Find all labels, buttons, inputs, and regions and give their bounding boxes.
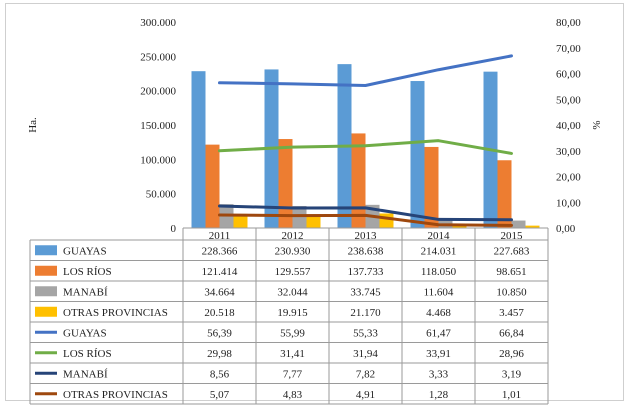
legend-label-manab-: MANABÍ: [63, 286, 108, 298]
bar-los-r-os: [497, 160, 512, 228]
y-right-tick-label: 0,00: [556, 223, 576, 235]
table-cell-value: 11.604: [424, 286, 454, 298]
bar-los-r-os: [351, 133, 366, 228]
bar-otras-provincias: [525, 225, 540, 228]
y-right-tick-label: 10,00: [556, 197, 581, 209]
table-cell-value: 1,28: [429, 389, 449, 401]
legend-label-los-r-os: LOS RÍOS: [63, 266, 112, 278]
y-left-tick-label: 300.000: [140, 17, 176, 29]
bar-guayas: [191, 71, 206, 228]
y-left-tick-label: 250.000: [140, 51, 176, 63]
table-cell-value: 121.414: [202, 266, 238, 278]
table-cell-value: 10.850: [496, 286, 527, 298]
y-left-tick-label: 100.000: [140, 154, 176, 166]
table-cell-value: 3,33: [429, 368, 449, 380]
legend-label-guayas: GUAYAS: [63, 327, 107, 339]
table-cell-value: 31,41: [280, 348, 305, 360]
y-right-axis-title: %: [591, 120, 603, 129]
bar-los-r-os: [278, 139, 293, 228]
y-right-tick-label: 80,00: [556, 17, 581, 29]
table-cell-value: 34.664: [204, 286, 235, 298]
legend-label-otras-provincias: OTRAS PROVINCIAS: [63, 307, 168, 319]
line-guayas: [218, 54, 513, 88]
bar-otras-provincias: [233, 213, 248, 228]
table-cell-value: 33,91: [426, 348, 451, 360]
table-cell-value: 55,33: [353, 327, 378, 339]
y-right-tick-label: 40,00: [556, 120, 581, 132]
table-cell-value: 4,83: [283, 389, 303, 401]
y-left-axis-title: Ha.: [27, 117, 39, 133]
x-category-label: 2012: [282, 230, 304, 242]
table-cell-value: 28,96: [499, 348, 524, 360]
legend-label-guayas: GUAYAS: [63, 245, 107, 257]
table-cell-value: 214.031: [421, 245, 457, 257]
table-cell-value: 31,94: [353, 348, 378, 360]
y-left-tick-label: 0: [171, 223, 177, 235]
y-right-tick-label: 30,00: [556, 146, 581, 158]
table-cell-value: 55,99: [280, 327, 305, 339]
table-cell-value: 238.638: [348, 245, 384, 257]
bar-los-r-os: [424, 146, 439, 228]
lines-group: [218, 54, 513, 227]
table-cell-value: 66,84: [499, 327, 524, 339]
table-cell-value: 21.170: [350, 307, 381, 319]
y-right-tick-label: 70,00: [556, 43, 581, 55]
legend-label-otras-provincias: OTRAS PROVINCIAS: [63, 389, 168, 401]
table-cell-value: 227.683: [494, 245, 530, 257]
table-cell-value: 98.651: [496, 266, 526, 278]
table-cell-value: 5,07: [210, 389, 230, 401]
bar-otras-provincias: [379, 213, 394, 228]
legend-swatch-bar-manab-: [35, 286, 57, 297]
y-right-tick-label: 20,00: [556, 172, 581, 184]
table-cell-value: 33.745: [350, 286, 381, 298]
y-left-tick-label: 150.000: [140, 120, 176, 132]
line-manab-: [218, 204, 513, 222]
table-cell-value: 3,19: [502, 368, 522, 380]
table-cell-value: 4,91: [356, 389, 375, 401]
bar-los-r-os: [205, 144, 220, 228]
legend-label-manab-: MANABÍ: [63, 368, 108, 380]
table-cell-value: 19.915: [277, 307, 308, 319]
table-cell-value: 29,98: [207, 348, 232, 360]
line-los-r-os: [218, 139, 513, 155]
table-cell-value: 4.468: [426, 307, 451, 319]
legend-swatch-bar-guayas: [35, 245, 57, 256]
chart-frame: [5, 3, 624, 401]
legend-swatch-bar-otras-provincias: [35, 306, 57, 317]
table-cell-value: 8,56: [210, 368, 230, 380]
x-category-label: 2015: [501, 230, 524, 242]
bar-otras-provincias: [306, 214, 321, 228]
table-cell-value: 137.733: [348, 266, 384, 278]
legend-swatch-bar-los-r-os: [35, 265, 57, 276]
y-left-tick-label: 50.000: [146, 189, 177, 201]
table-cell-value: 61,47: [426, 327, 451, 339]
bar-manab-: [511, 220, 526, 228]
y-right-tick-label: 50,00: [556, 94, 581, 106]
table-cell-value: 228.366: [202, 245, 238, 257]
table-cell-value: 7,82: [356, 368, 375, 380]
y-right-tick-label: 60,00: [556, 69, 581, 81]
legend-label-los-r-os: LOS RÍOS: [63, 348, 112, 360]
axes-group: 0 50.000 100.000 150.000 200.000 250.000 300.0…: [27, 17, 603, 235]
data-table: 2011 2012 2013 2014 2015 GUAYAS 228.366 230.930…: [29, 227, 549, 405]
table-cell-value: 56,39: [207, 327, 232, 339]
table-cell-value: 129.557: [275, 266, 311, 278]
table-cell-value: 32.044: [277, 286, 308, 298]
y-left-tick-label: 200.000: [140, 86, 176, 98]
table-cell-value: 118.050: [421, 266, 457, 278]
table-cell-value: 7,77: [283, 368, 303, 380]
table-cell-value: 3.457: [499, 307, 524, 319]
x-category-label: 2011: [209, 230, 231, 242]
line-otras-provincias: [218, 213, 513, 227]
table-cell-value: 230.930: [275, 245, 311, 257]
table-cell-value: 1,01: [502, 389, 521, 401]
bar-otras-provincias: [452, 224, 467, 228]
x-category-label: 2013: [355, 230, 378, 242]
x-category-label: 2014: [428, 230, 451, 242]
bar-guayas: [410, 81, 425, 228]
table-cell-value: 20.518: [204, 307, 235, 319]
